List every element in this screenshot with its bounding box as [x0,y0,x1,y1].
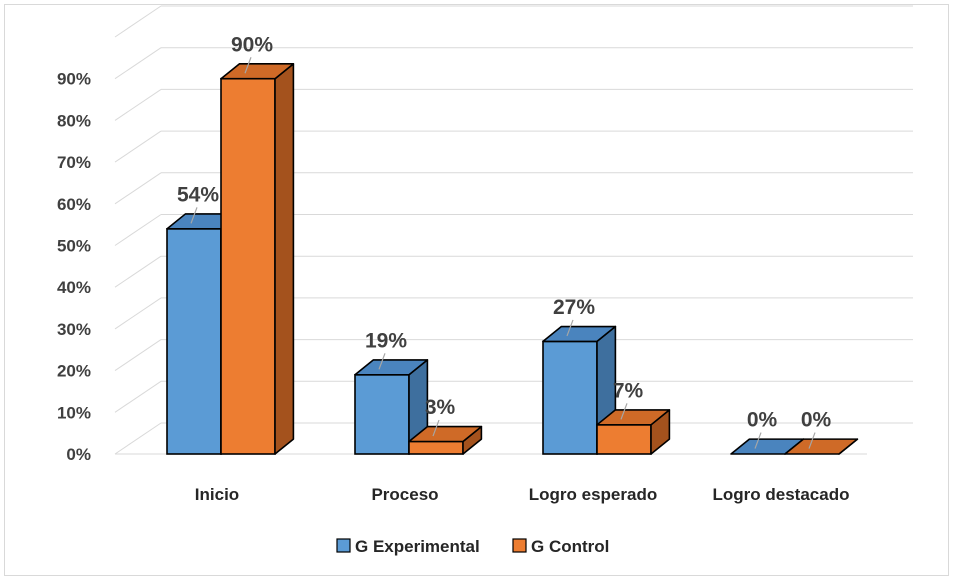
leader-line [190,207,198,224]
y-tick-label: 0% [66,445,91,464]
bar-top [596,409,671,426]
y-tick-label: 50% [57,237,91,256]
leader-line [566,319,574,337]
data-label: 27% [553,296,595,319]
bar [596,409,671,455]
bar-front [596,424,652,455]
data-label: 19% [365,329,407,352]
data-label: 54% [177,183,219,206]
legend-swatch [336,538,351,553]
gridline-diagonal [114,47,162,80]
leader-line [432,419,440,437]
bar-front [354,373,410,455]
bar-front [220,77,276,455]
legend-swatch [512,538,527,553]
bar-front [542,340,598,455]
gridline-diagonal [114,380,162,413]
chart-frame: 0% 10% 20% 30% 40% 50% 60% 70% 80% 90% Inicio Proc… [4,4,949,576]
bar [220,63,295,455]
leader-line [620,403,628,420]
category-label: Logro destacado [713,485,850,504]
data-label: 90% [231,33,273,56]
data-label: 0% [747,409,778,432]
gridline-diagonal [114,130,162,163]
y-tick-label: 80% [57,111,91,130]
leader-line [244,57,252,74]
data-label: 0% [801,409,832,432]
bar-top [542,325,617,343]
data-label: 7% [613,379,644,402]
category-label: Inicio [195,485,239,504]
y-tick-label: 10% [57,403,91,422]
bar-top [354,359,429,376]
y-tick-label: 20% [57,362,91,381]
y-tick-label: 30% [57,320,91,339]
bar-chart: 0% 10% 20% 30% 40% 50% 60% 70% 80% 90% Inicio Proc… [57,5,913,556]
bar [408,425,483,455]
y-tick-label: 60% [57,195,91,214]
gridline-diagonal [114,88,162,121]
legend-label: G Control [531,537,609,556]
data-label: 3% [425,396,456,419]
gridline-diagonal [114,422,162,455]
bar [784,438,859,455]
category-label: Logro esperado [529,485,657,504]
legend: G Experimental G Control [336,537,609,556]
bars [166,63,859,455]
y-tick-label: 70% [57,153,91,172]
bar-side [274,63,295,455]
x-axis: Inicio Proceso Logro esperado Logro destaca… [195,485,850,504]
data-labels: 54% 90% 19% 3% 27% 7% 0% 0% [177,33,832,449]
bar-front [166,228,222,455]
legend-label: G Experimental [355,537,480,556]
y-axis: 0% 10% 20% 30% 40% 50% 60% 70% 80% 90% [57,70,91,464]
leader-line [378,353,386,370]
gridline-diagonal [114,255,162,288]
category-label: Proceso [371,485,438,504]
bar-top [408,425,483,443]
gridline-diagonal [114,172,162,205]
gridline-diagonal [114,5,162,38]
bar-top [220,63,295,80]
gridline-diagonal [114,214,162,246]
gridline-diagonal [114,339,162,372]
gridline-diagonal [114,297,162,330]
leader-line [808,432,816,449]
y-tick-label: 90% [57,70,91,89]
bar-top [784,438,859,455]
leader-line [754,432,762,449]
y-tick-label: 40% [57,278,91,297]
bar-front [408,440,464,455]
